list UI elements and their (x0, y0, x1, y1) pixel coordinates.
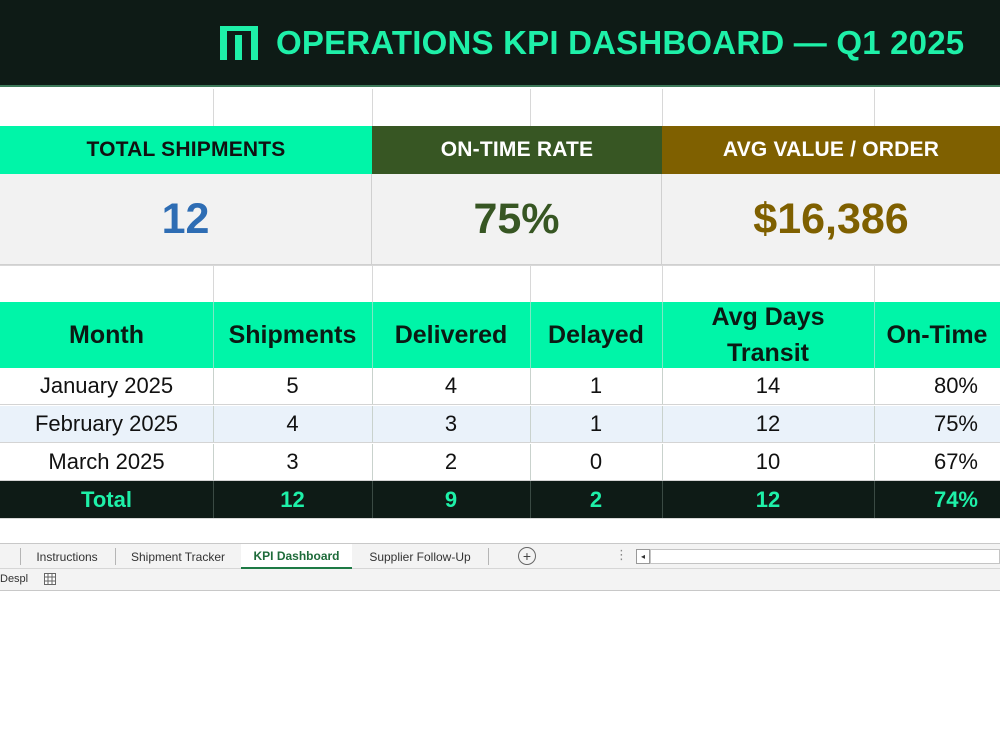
dashboard-title: OPERATIONS KPI DASHBOARD — Q1 2025 (276, 24, 965, 61)
scroll-left-icon[interactable]: ◂ (636, 549, 650, 564)
header-delivered: Delivered (394, 320, 508, 349)
kpi-on-time-rate-value: 75% (372, 174, 662, 265)
cell-on-time: 75% (933, 411, 978, 436)
cell-shipments: 3 (286, 449, 299, 474)
kpi-avg-value-value: $16,386 (662, 174, 1000, 265)
sheet-tab-bar: Instructions Shipment Tracker KPI Dashbo… (0, 543, 1000, 569)
cell-delivered: 3 (444, 411, 458, 436)
kpi-avg-value-label: AVG VALUE / ORDER (662, 126, 1000, 174)
kpi-total-shipments-label: TOTAL SHIPMENTS (0, 126, 372, 174)
total-delivered: 9 (444, 486, 458, 512)
cell-month: February 2025 (34, 411, 179, 436)
table-total-row: Total 12 9 2 12 74% (0, 481, 1000, 518)
horizontal-scrollbar[interactable] (650, 549, 1000, 564)
cell-delayed: 0 (589, 449, 603, 474)
cell-shipments: 4 (286, 411, 299, 436)
total-on-time: 74% (933, 486, 978, 512)
table-row: February 2025 4 3 1 12 75% (0, 406, 1000, 443)
cell-avg-days-transit: 14 (755, 373, 781, 398)
cell-avg-days-transit: 12 (755, 411, 781, 436)
header-shipments: Shipments (228, 320, 357, 349)
table-row: January 2025 5 4 1 14 80% (0, 368, 1000, 405)
add-sheet-icon[interactable]: + (518, 547, 536, 565)
header-delayed: Delayed (548, 320, 644, 349)
header-on-time: On-Time (886, 320, 988, 349)
sheet-grid (0, 89, 1000, 519)
title-wrap: OPERATIONS KPI DASHBOARD — Q1 2025 (220, 24, 964, 62)
cell-month: January 2025 (39, 373, 174, 398)
cell-on-time: 67% (933, 449, 978, 474)
tab-kpi-dashboard[interactable]: KPI Dashboard (241, 544, 352, 569)
status-bar: Despl (0, 569, 1000, 591)
title-bar: OPERATIONS KPI DASHBOARD — Q1 2025 (0, 0, 1000, 87)
cell-on-time: 80% (933, 373, 978, 398)
more-options-icon[interactable]: ⋮ (615, 547, 628, 562)
total-avg-days-transit: 12 (755, 486, 781, 512)
kpi-on-time-rate-label: ON-TIME RATE (372, 126, 662, 174)
tab-shipment-tracker[interactable]: Shipment Tracker (130, 549, 226, 564)
table-row: March 2025 3 2 0 10 67% (0, 444, 1000, 481)
cell-avg-days-transit: 10 (755, 449, 781, 474)
cell-delayed: 1 (589, 373, 603, 398)
sheet-view-icon[interactable] (44, 573, 56, 585)
kpi-total-shipments-value: 12 (0, 174, 372, 265)
header-avg-days-transit: Avg Days Transit (711, 302, 825, 367)
tab-supplier-follow-up[interactable]: Supplier Follow-Up (369, 549, 471, 564)
cell-month: March 2025 (48, 449, 165, 474)
cell-delivered: 2 (444, 449, 458, 474)
header-month: Month (69, 320, 144, 349)
total-delayed: 2 (589, 486, 603, 512)
tab-instructions[interactable]: Instructions (36, 549, 98, 564)
status-text: Despl (0, 573, 29, 585)
total-shipments: 12 (280, 486, 305, 512)
total-month: Total (81, 486, 132, 512)
cell-delivered: 4 (444, 373, 458, 398)
bar-chart-logo-icon (220, 26, 258, 60)
table-header-row: Month Shipments Delivered Delayed Avg Da… (0, 302, 1000, 368)
cell-delayed: 1 (589, 411, 603, 436)
cell-shipments: 5 (286, 373, 299, 398)
